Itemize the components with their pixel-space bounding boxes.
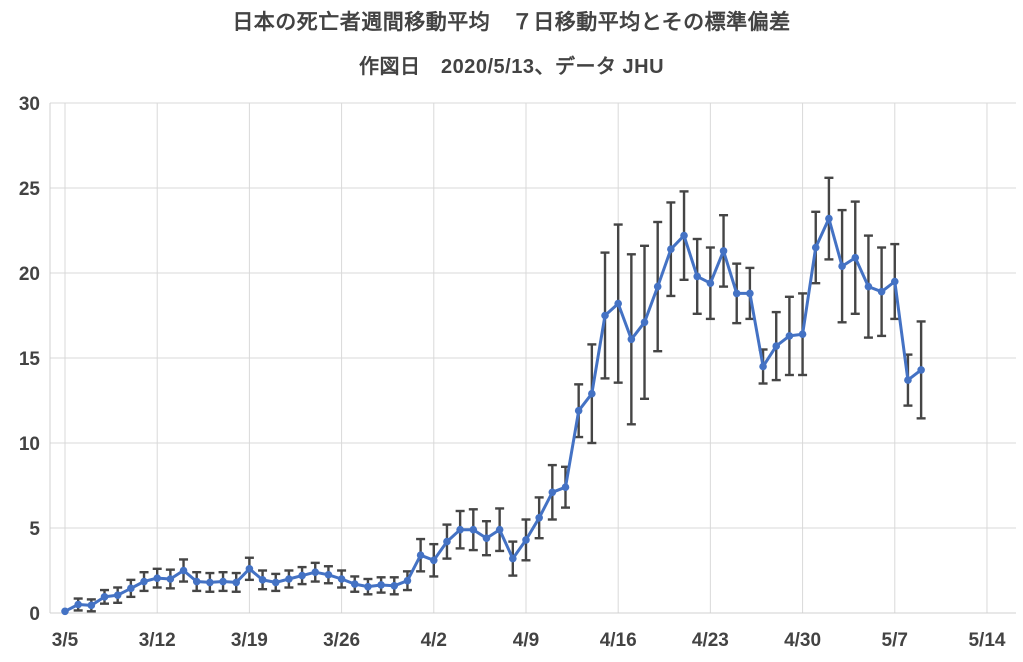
data-point [403, 576, 412, 585]
data-point [680, 231, 688, 240]
data-point [746, 289, 754, 298]
data-point [601, 311, 609, 320]
data-point [719, 247, 728, 255]
x-tick-label: 3/26 [323, 630, 360, 651]
data-point [285, 575, 293, 583]
data-point [904, 376, 912, 384]
data-point [324, 570, 333, 579]
x-tick-label: 3/12 [139, 630, 176, 651]
x-tick-label: 4/30 [784, 630, 821, 651]
data-point [87, 601, 96, 610]
data-points [61, 214, 925, 616]
data-point [917, 366, 925, 374]
data-point [877, 287, 886, 296]
x-axis-tick-labels: 3/5 3/12 3/19 3/26 4/2 4/9 4/16 4/23 4/30 5/7 5/14 [52, 630, 1006, 651]
data-point [535, 514, 543, 522]
data-point [759, 362, 767, 371]
series-line [63, 217, 923, 613]
data-point [482, 534, 491, 542]
data-point [574, 406, 583, 415]
data-point [495, 525, 504, 534]
data-point [192, 577, 201, 586]
data-point [140, 577, 148, 586]
data-point [667, 245, 675, 253]
data-point [245, 565, 254, 573]
data-point [653, 282, 662, 291]
y-tick-label: 10 [19, 434, 40, 455]
data-point [614, 299, 622, 308]
x-tick-label: 4/16 [600, 630, 637, 651]
data-point [179, 566, 188, 575]
data-point [271, 578, 280, 587]
x-tick-label: 4/23 [692, 630, 729, 651]
data-point [627, 335, 636, 344]
y-tick-label: 15 [19, 349, 41, 370]
data-point [153, 574, 161, 582]
data-point [429, 556, 438, 565]
data-point [390, 582, 399, 590]
y-axis-tick-labels: 0 5 10 15 20 25 30 [19, 94, 41, 625]
data-point [851, 253, 860, 262]
error-bars [73, 176, 926, 613]
y-tick-label: 30 [19, 94, 40, 115]
data-point [522, 536, 530, 544]
x-tick-label: 5/7 [882, 630, 908, 651]
data-point [61, 607, 69, 616]
data-point [113, 591, 122, 599]
data-point [127, 584, 135, 593]
data-point [548, 488, 557, 497]
data-point [456, 525, 464, 534]
x-tick-label: 4/9 [513, 630, 539, 651]
data-point [74, 600, 82, 609]
data-point [206, 578, 214, 587]
y-tick-label: 25 [19, 179, 41, 200]
data-point [232, 578, 241, 587]
data-point [811, 243, 820, 252]
y-tick-label: 5 [29, 519, 40, 540]
data-point [772, 342, 781, 350]
data-point [838, 262, 846, 271]
data-point [364, 582, 372, 591]
x-tick-label: 3/19 [231, 630, 268, 651]
x-tick-label: 3/5 [52, 630, 79, 651]
data-point [825, 214, 833, 223]
data-point [864, 282, 873, 291]
data-point [100, 593, 109, 601]
y-tick-label: 0 [29, 604, 40, 625]
data-point [443, 537, 451, 546]
x-tick-label: 5/14 [968, 630, 1005, 651]
data-point [166, 575, 175, 583]
data-point [258, 576, 267, 584]
data-point [311, 568, 320, 576]
data-point [588, 389, 596, 398]
data-point [706, 279, 715, 288]
data-point [469, 525, 478, 534]
moving-average-line [63, 217, 923, 613]
axis-lines [49, 103, 1016, 614]
data-point [298, 571, 306, 580]
data-point [693, 272, 702, 281]
data-point [509, 554, 517, 563]
data-point [219, 577, 227, 586]
data-point [377, 581, 385, 589]
data-point [337, 575, 346, 583]
data-point [416, 551, 425, 559]
data-point [350, 580, 359, 588]
data-point [890, 277, 899, 286]
data-point [561, 483, 570, 492]
data-point [798, 330, 807, 339]
data-point [785, 332, 794, 340]
x-tick-label: 4/2 [421, 630, 447, 651]
gridlines [50, 102, 1016, 614]
data-point [640, 318, 649, 327]
data-point [732, 289, 741, 298]
y-tick-label: 20 [19, 264, 40, 285]
